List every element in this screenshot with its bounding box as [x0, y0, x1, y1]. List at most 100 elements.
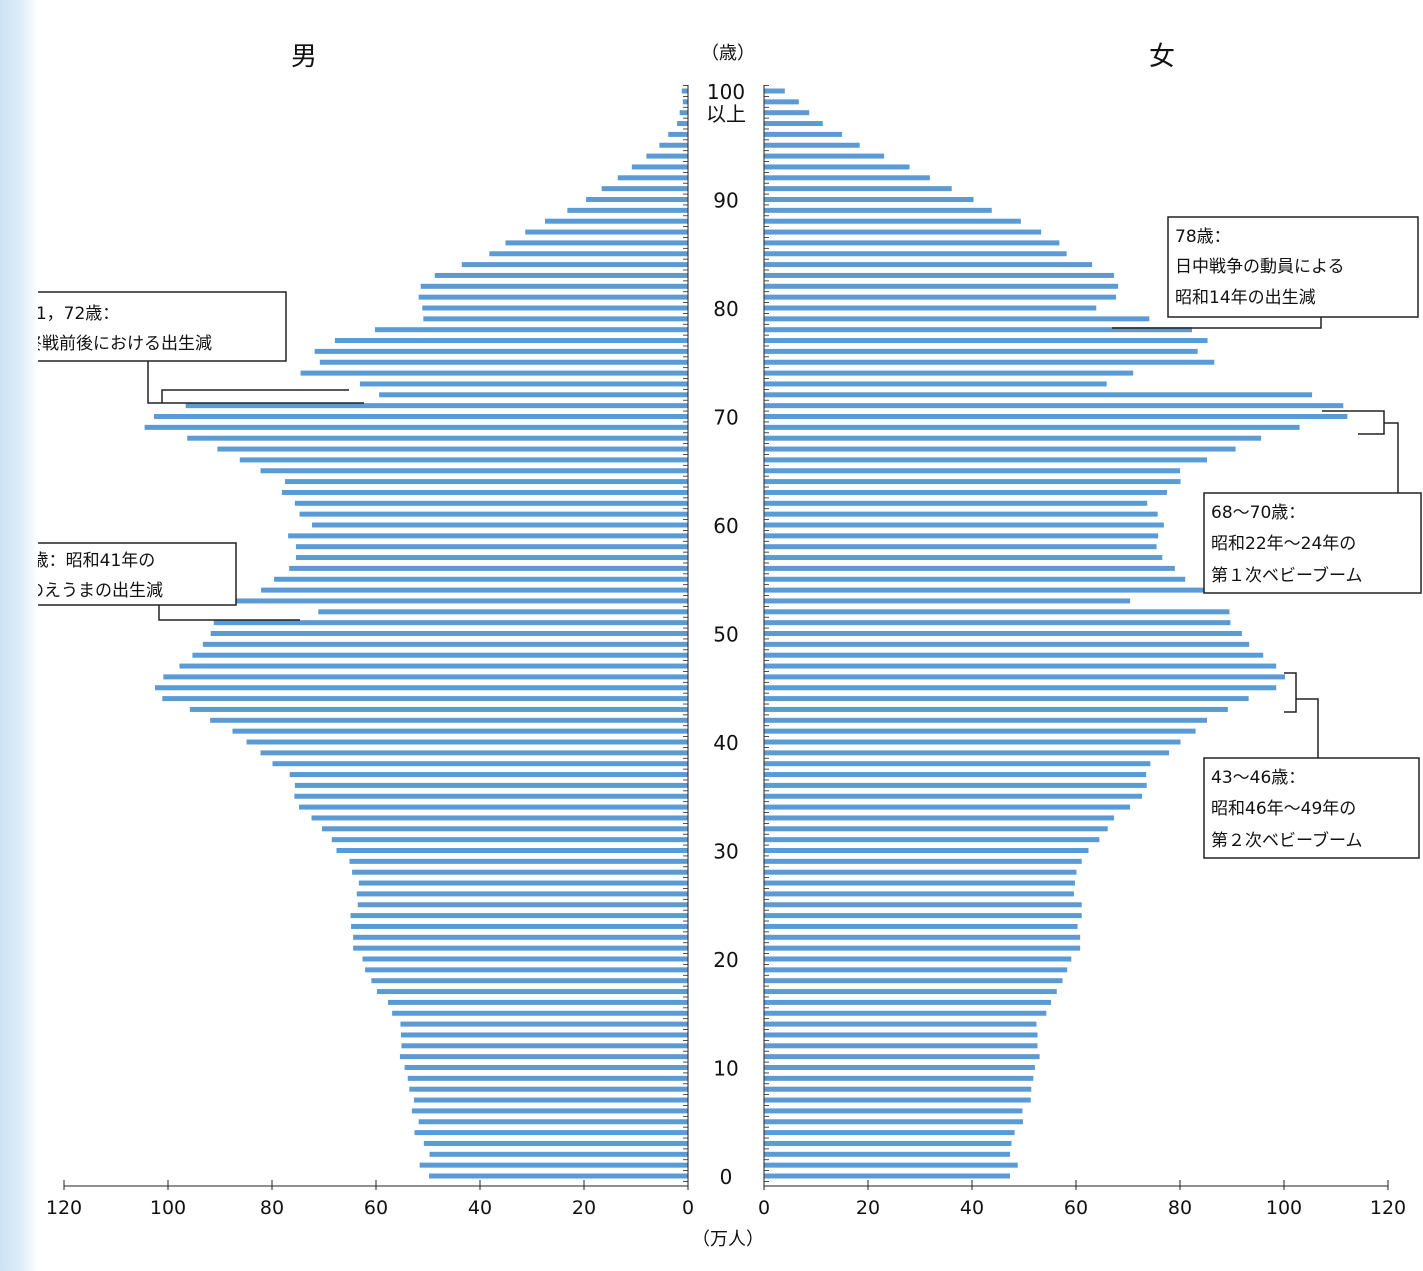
male-bar-age-100	[681, 88, 688, 94]
female-bar-age-54	[764, 587, 1215, 593]
female-bar-age-43	[764, 706, 1228, 712]
annotation-71-72-line2: 終戦前後における出生減	[38, 334, 212, 354]
male-bar-age-57	[295, 555, 688, 561]
male-bar-age-79	[423, 316, 688, 322]
annotation-78-line3: 昭和14年の出生減	[1175, 288, 1316, 308]
female-x-tick-label: 80	[1168, 1197, 1192, 1219]
male-bar-age-30	[336, 848, 688, 853]
female-bar-age-25	[764, 902, 1082, 908]
leader-68-70	[1322, 410, 1399, 493]
male-x-tick-label: 40	[468, 1197, 492, 1219]
female-bar-age-3	[764, 1140, 1012, 1146]
male-bar-age-29	[349, 858, 688, 864]
male-bar-age-11	[399, 1054, 688, 1060]
male-bar-age-85	[489, 251, 688, 257]
male-bar-age-99	[682, 99, 688, 105]
female-bar-age-17	[764, 989, 1057, 995]
female-bar-age-11	[764, 1054, 1040, 1060]
female-bar-age-82	[764, 283, 1119, 289]
male-bar-age-18	[371, 978, 688, 984]
male-bar-age-58	[295, 544, 688, 550]
male-bar-age-70	[153, 414, 689, 419]
female-bar-age-36	[764, 782, 1147, 788]
male-bar-age-1	[419, 1162, 688, 1168]
male-bar-age-3	[423, 1140, 688, 1146]
female-bar-age-57	[764, 555, 1163, 561]
age-unit-label: （歳）	[701, 43, 755, 64]
female-bar-age-7	[764, 1097, 1031, 1103]
value-unit-label: （万人）	[692, 1229, 764, 1250]
female-bar-age-81	[764, 294, 1117, 300]
female-bar-age-48	[764, 652, 1264, 658]
female-bar-age-26	[764, 891, 1074, 897]
female-bar-age-84	[764, 262, 1093, 268]
female-bar-age-96	[764, 131, 842, 137]
annotation-78-line2: 日中戦争の動員による	[1175, 257, 1345, 277]
female-bar-age-72	[764, 392, 1313, 398]
male-bar-age-46	[163, 674, 688, 680]
female-bar-age-41	[764, 728, 1196, 734]
age-tick-label: 40	[713, 731, 738, 755]
male-bar-age-23	[351, 923, 688, 929]
male-bar-age-94	[646, 153, 688, 159]
female-bar-age-23	[764, 923, 1078, 929]
age-tick-label: 50	[713, 623, 738, 647]
female-bar-age-15	[764, 1010, 1047, 1016]
male-bar-age-65	[260, 468, 688, 474]
annotation-43-46-line2: 昭和46年～49年の	[1211, 799, 1356, 819]
female-bar-age-70	[764, 414, 1348, 419]
female-bar-age-94	[764, 153, 885, 159]
male-bar-age-25	[357, 902, 688, 908]
male-bar-age-20	[362, 956, 688, 962]
male-bar-age-42	[210, 717, 688, 723]
female-bar-age-12	[764, 1043, 1038, 1049]
female-bar-age-63	[764, 489, 1167, 495]
female-bar-age-91	[764, 186, 952, 192]
female-bar-age-14	[764, 1021, 1037, 1027]
age-tick-label: 0	[720, 1165, 733, 1189]
male-bar-age-93	[631, 164, 688, 170]
age-top-label: 以上	[706, 102, 746, 126]
male-bar-age-86	[505, 240, 688, 246]
female-bar-age-50	[764, 631, 1242, 636]
female-bar-age-33	[764, 815, 1114, 821]
annotation-51-line2: ひのえうまの出生減	[38, 581, 163, 601]
female-bar-age-90	[764, 197, 974, 202]
female-bar-age-46	[764, 674, 1286, 680]
female-bar-age-61	[764, 511, 1158, 517]
female-bar-age-29	[764, 858, 1082, 864]
male-bar-age-97	[677, 121, 688, 127]
female-bar-age-49	[764, 641, 1250, 647]
female-x-tick-label: 20	[856, 1197, 880, 1219]
male-bar-age-52	[318, 609, 688, 615]
annotation-43-46-line3: 第２次ベビーブーム	[1211, 830, 1362, 851]
female-bar-age-93	[764, 164, 910, 170]
annotation-51-line1: 51歳：昭和41年の	[38, 551, 155, 571]
male-bar-age-36	[294, 782, 688, 788]
male-bar-age-78	[374, 327, 688, 333]
male-bar-age-61	[299, 511, 688, 517]
female-bar-age-100	[764, 88, 785, 94]
male-bar-age-47	[179, 663, 688, 669]
male-title: 男	[291, 42, 317, 72]
male-x-tick-label: 0	[682, 1197, 694, 1219]
female-bar-age-69	[764, 424, 1300, 430]
female-title: 女	[1149, 42, 1175, 72]
male-bar-age-38	[272, 761, 688, 767]
annotation-78-line1: 78歳：	[1175, 227, 1231, 247]
male-bar-age-91	[601, 186, 688, 192]
annotation-78: 78歳： 日中戦争の動員による 昭和14年の出生減	[1167, 216, 1419, 318]
female-bars	[764, 88, 1348, 1179]
female-bar-age-59	[764, 533, 1159, 539]
annotation-68-70: 68～70歳： 昭和22年～24年の 第１次ベビーブーム	[1203, 492, 1422, 594]
male-bar-age-87	[525, 229, 688, 235]
male-bar-age-89	[567, 207, 688, 213]
male-bar-age-10	[404, 1065, 688, 1070]
male-bar-age-71	[185, 403, 688, 409]
female-bar-age-53	[764, 598, 1131, 604]
male-bar-age-76	[314, 348, 688, 354]
female-bar-age-16	[764, 999, 1052, 1005]
male-bar-age-59	[288, 533, 688, 539]
female-bar-age-73	[764, 381, 1107, 387]
female-bar-age-87	[764, 229, 1042, 235]
